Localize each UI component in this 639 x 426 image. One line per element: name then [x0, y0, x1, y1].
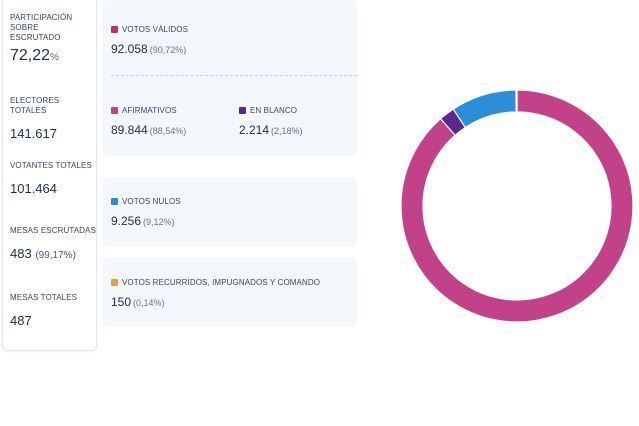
stat-label: PARTICIPACIÓN SOBRE ESCRUTADO	[10, 13, 73, 42]
item-nulos: VOTOS NULOS 9.256 (9,12%)	[111, 197, 181, 228]
card-votos-recurridos: VOTOS RECURRIDOS, IMPUGNADOS Y COMANDO 1…	[103, 257, 357, 327]
nulos-swatch-icon	[111, 198, 118, 205]
card-votos-nulos: VOTOS NULOS 9.256 (9,12%)	[103, 177, 357, 247]
item-pct: (2,18%)	[271, 126, 303, 136]
stat-votantes: VOTANTES TOTALES 101.464	[10, 161, 92, 196]
item-recurridos: VOTOS RECURRIDOS, IMPUGNADOS Y COMANDO 1…	[111, 278, 320, 309]
stat-mesas-escrutadas: MESAS ESCRUTADAS 483 (99,17%)	[10, 226, 96, 261]
stat-value: 483	[10, 246, 32, 261]
stat-participacion: PARTICIPACIÓN SOBRE ESCRUTADO 72,22%	[10, 13, 90, 65]
stat-label: MESAS TOTALES	[10, 293, 78, 302]
item-label: VOTOS RECURRIDOS, IMPUGNADOS Y COMANDO	[122, 278, 321, 287]
participacion-number: 72,22	[10, 47, 51, 64]
participacion-unit: %	[50, 52, 59, 63]
item-label: AFIRMATIVOS	[122, 106, 177, 115]
item-value-row: 2.214 (2,18%)	[239, 123, 303, 137]
donut-chart	[400, 89, 634, 323]
recurridos-swatch-icon	[111, 279, 118, 286]
afirmativos-swatch-icon	[111, 107, 118, 114]
item-en-blanco: EN BLANCO 2.214 (2,18%)	[239, 106, 303, 137]
item-pct: (88,54%)	[149, 126, 187, 136]
item-pct: (90,72%)	[149, 45, 187, 55]
item-value-row: 89.844 (88,54%)	[111, 123, 186, 137]
stat-label: ELECTORES TOTALES	[10, 96, 60, 115]
item-label: VOTOS VÁLIDOS	[122, 25, 189, 34]
participacion-value: 72,22%	[10, 47, 90, 65]
stat-pct: (99,17%)	[35, 250, 76, 261]
item-head: EN BLANCO	[239, 106, 303, 115]
item-value: 2.214	[239, 123, 270, 137]
item-label: VOTOS NULOS	[122, 197, 181, 206]
stats-panel: PARTICIPACIÓN SOBRE ESCRUTADO 72,22% ELE…	[2, 0, 97, 351]
item-pct: (0,14%)	[133, 298, 165, 308]
item-value: 150	[111, 295, 132, 309]
stat-value: 101.464	[10, 181, 57, 196]
item-value-row: 150 (0,14%)	[111, 295, 320, 309]
validos-swatch-icon	[111, 26, 118, 33]
item-value: 92.058	[111, 42, 148, 56]
item-head: VOTOS RECURRIDOS, IMPUGNADOS Y COMANDO	[111, 278, 320, 287]
stat-mesas-totales: MESAS TOTALES 487	[10, 293, 77, 328]
stat-value-row: 483 (99,17%)	[10, 246, 96, 261]
item-head: VOTOS VÁLIDOS	[111, 25, 188, 34]
donut-slice-votos-nulos	[452, 89, 517, 129]
item-label: EN BLANCO	[250, 106, 298, 115]
stat-value: 141.617	[10, 126, 57, 141]
card-votos-validos: VOTOS VÁLIDOS 92.058 (90,72%) AFIRMATIVOS…	[103, 0, 357, 156]
stat-value: 487	[10, 313, 32, 328]
stat-electores: ELECTORES TOTALES 141.617	[10, 96, 96, 141]
item-value-row: 9.256 (9,12%)	[111, 214, 181, 228]
item-pct: (9,12%)	[143, 217, 175, 227]
item-head: AFIRMATIVOS	[111, 106, 186, 115]
divider	[111, 75, 357, 76]
item-value-row: 92.058 (90,72%)	[111, 42, 188, 56]
donut-slice-afirmativos	[400, 89, 634, 323]
item-value: 89.844	[111, 123, 148, 137]
en-blanco-swatch-icon	[239, 107, 246, 114]
item-value: 9.256	[111, 214, 142, 228]
item-head: VOTOS NULOS	[111, 197, 181, 206]
item-afirmativos: AFIRMATIVOS 89.844 (88,54%)	[111, 106, 186, 137]
item-validos: VOTOS VÁLIDOS 92.058 (90,72%)	[111, 25, 188, 56]
stat-label: MESAS ESCRUTADAS	[10, 226, 96, 235]
stat-label: VOTANTES TOTALES	[10, 161, 92, 170]
donut-slice-votos-recurridos-impugnados-y-comando	[515, 89, 518, 113]
